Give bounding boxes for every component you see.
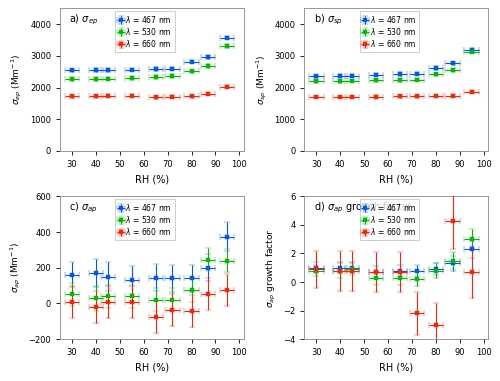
Legend: $\lambda$ = 467 nm, $\lambda$ = 530 nm, $\lambda$ = 660 nm: $\lambda$ = 467 nm, $\lambda$ = 530 nm, … — [116, 11, 175, 52]
Legend: $\lambda$ = 467 nm, $\lambda$ = 530 nm, $\lambda$ = 660 nm: $\lambda$ = 467 nm, $\lambda$ = 530 nm, … — [360, 11, 420, 52]
X-axis label: RH (%): RH (%) — [380, 174, 414, 184]
Text: b) $\sigma_{sp}$: b) $\sigma_{sp}$ — [314, 13, 342, 27]
Legend: $\lambda$ = 467 nm, $\lambda$ = 530 nm, $\lambda$ = 660 nm: $\lambda$ = 467 nm, $\lambda$ = 530 nm, … — [360, 199, 420, 240]
Y-axis label: $\sigma_{ap}$ (Mm$^{-1}$): $\sigma_{ap}$ (Mm$^{-1}$) — [8, 242, 23, 293]
X-axis label: RH (%): RH (%) — [135, 174, 169, 184]
Y-axis label: $\sigma_{ep}$ (Mm$^{-1}$): $\sigma_{ep}$ (Mm$^{-1}$) — [10, 54, 24, 105]
Y-axis label: $\sigma_{sp}$ (Mm$^{-1}$): $\sigma_{sp}$ (Mm$^{-1}$) — [254, 54, 269, 105]
Text: c) $\sigma_{ap}$: c) $\sigma_{ap}$ — [70, 201, 98, 215]
Text: d) $\sigma_{ap}$ growth factor: d) $\sigma_{ap}$ growth factor — [314, 201, 412, 215]
Legend: $\lambda$ = 467 nm, $\lambda$ = 530 nm, $\lambda$ = 660 nm: $\lambda$ = 467 nm, $\lambda$ = 530 nm, … — [116, 199, 175, 240]
X-axis label: RH (%): RH (%) — [380, 363, 414, 373]
Text: a) $\sigma_{ep}$: a) $\sigma_{ep}$ — [70, 13, 98, 27]
Y-axis label: $\sigma_{ap}$ growth factor: $\sigma_{ap}$ growth factor — [264, 228, 278, 307]
X-axis label: RH (%): RH (%) — [135, 363, 169, 373]
